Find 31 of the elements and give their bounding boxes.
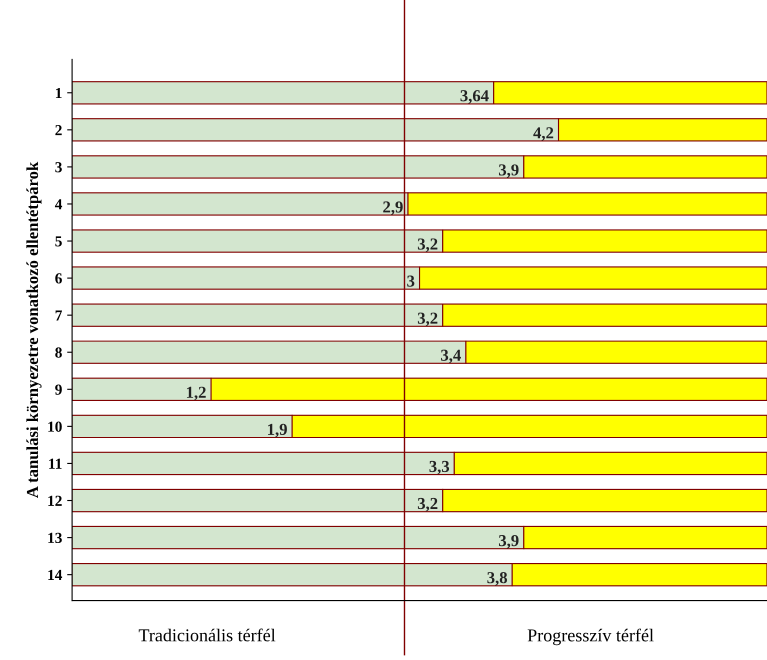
data-label: 3,8 — [487, 572, 508, 586]
y-tick-label: 1 — [56, 88, 62, 98]
data-label: 3,64 — [460, 90, 489, 104]
data-label: 1,2 — [186, 386, 206, 400]
text: Progresszív térfél — [528, 628, 654, 646]
data-label: 3,9 — [498, 164, 519, 178]
data-label: 3,2 — [418, 498, 438, 512]
y-tick-label: 4 — [54, 199, 62, 210]
data-label: 3,2 — [418, 312, 438, 326]
y-axis-title: A tanulási környezetre vonatkozó ellentétpárok — [26, 162, 42, 498]
data-label: 3,4 — [441, 350, 461, 364]
y-tick-label: 5 — [55, 236, 62, 246]
data-label: 3,9 — [498, 535, 519, 549]
y-tick-label: 7 — [56, 310, 62, 320]
data-label: 3,2 — [418, 238, 438, 252]
y-tick-label: 3 — [55, 162, 62, 172]
data-label: 4,2 — [533, 127, 554, 141]
y-tick-label: 10 — [48, 422, 62, 432]
data-label: 3,3 — [429, 460, 450, 474]
y-tick-label: 13 — [48, 532, 62, 544]
y-tick-label: 9 — [55, 384, 62, 395]
data-label: 2,9 — [383, 201, 403, 216]
y-tick-label: 6 — [55, 273, 62, 284]
y-tick-label: 2 — [55, 125, 62, 136]
y-tick-label: 11 — [49, 458, 62, 469]
y-tick-label: 8 — [55, 347, 62, 358]
data-label: 3 — [407, 276, 414, 287]
y-tick-label: 14 — [48, 570, 62, 580]
text: Tradicionális térfél — [138, 628, 276, 642]
data-label: 1,9 — [268, 424, 287, 438]
y-tick-label: 12 — [48, 496, 62, 506]
